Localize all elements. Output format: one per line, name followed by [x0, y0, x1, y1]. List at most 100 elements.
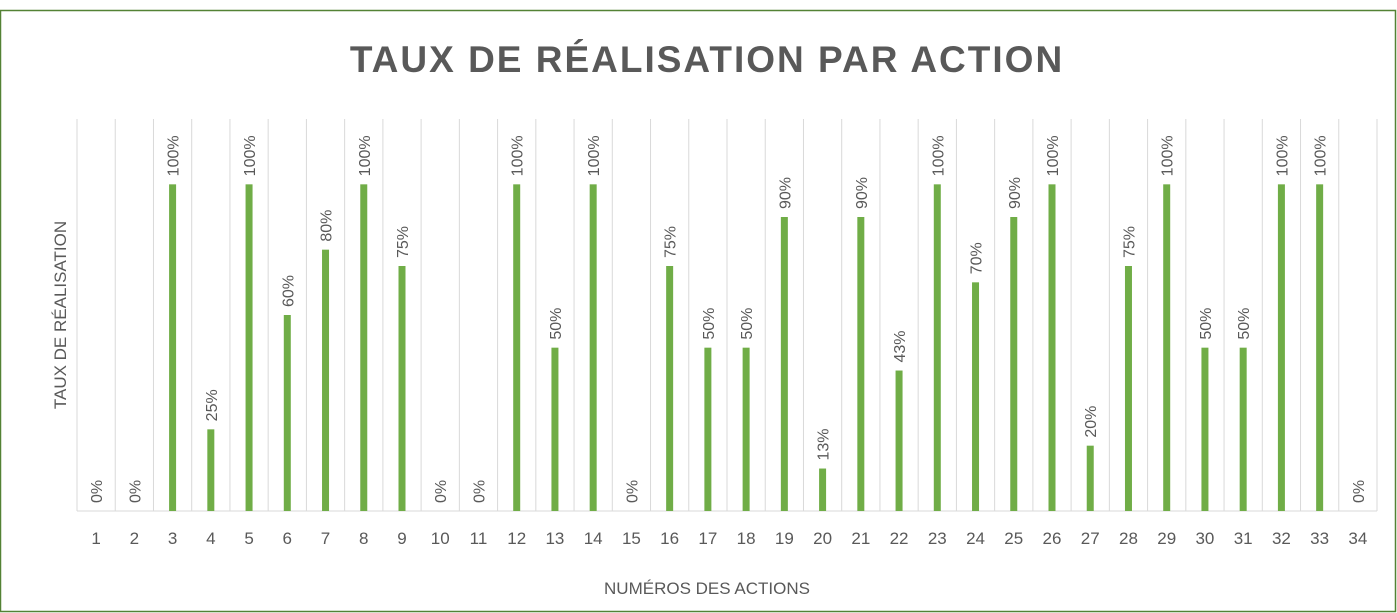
- bar: [513, 184, 521, 512]
- x-tick-label: 24: [966, 529, 985, 548]
- bar: [1201, 347, 1209, 511]
- data-label: 80%: [319, 210, 336, 242]
- data-label: 100%: [1313, 135, 1330, 176]
- data-label: 75%: [395, 226, 412, 258]
- bar: [780, 217, 788, 511]
- bar: [1124, 266, 1132, 511]
- x-tick-label: 31: [1234, 529, 1253, 548]
- chart-title: TAUX DE RÉALISATION PAR ACTION: [350, 39, 1064, 80]
- data-label: 0%: [1351, 480, 1368, 503]
- bar: [857, 217, 865, 511]
- x-tick-label: 13: [545, 529, 564, 548]
- bar: [1163, 184, 1171, 512]
- x-tick-label: 8: [359, 529, 368, 548]
- data-label: 50%: [1236, 308, 1253, 340]
- data-label: 0%: [127, 480, 144, 503]
- x-tick-label: 33: [1310, 529, 1329, 548]
- data-label: 75%: [663, 226, 680, 258]
- x-axis-label: NUMÉROS DES ACTIONS: [604, 579, 810, 598]
- bar: [169, 184, 177, 512]
- data-label: 90%: [1007, 177, 1024, 209]
- bar: [1010, 217, 1018, 511]
- bar: [933, 184, 941, 512]
- data-label: 20%: [1083, 406, 1100, 438]
- bar: [245, 184, 253, 512]
- bar: [742, 347, 750, 511]
- data-label: 60%: [280, 275, 297, 307]
- x-tick-label: 12: [507, 529, 526, 548]
- x-tick-label: 17: [698, 529, 717, 548]
- x-tick-label: 6: [283, 529, 292, 548]
- x-tick-label: 18: [737, 529, 756, 548]
- data-label: 100%: [586, 135, 603, 176]
- x-tick-label: 20: [813, 529, 832, 548]
- data-label: 100%: [1274, 135, 1291, 176]
- x-tick-label: 4: [206, 529, 215, 548]
- x-tick-label: 23: [928, 529, 947, 548]
- x-tick-label: 11: [470, 529, 488, 548]
- x-tick-label: 19: [775, 529, 794, 548]
- data-label: 90%: [777, 177, 794, 209]
- data-label: 90%: [854, 177, 871, 209]
- x-tick-label: 1: [91, 529, 100, 548]
- data-label: 70%: [969, 242, 986, 274]
- data-label: 100%: [1045, 135, 1062, 176]
- data-label: 100%: [242, 135, 259, 176]
- data-label: 50%: [1198, 308, 1215, 340]
- data-label: 75%: [1121, 226, 1138, 258]
- x-tick-label: 27: [1081, 529, 1100, 548]
- bar: [972, 282, 980, 511]
- bar: [704, 347, 712, 511]
- data-label: 100%: [1160, 135, 1177, 176]
- bar: [1277, 184, 1285, 512]
- data-label: 13%: [816, 429, 833, 461]
- x-tick-label: 26: [1043, 529, 1062, 548]
- x-tick-label: 9: [397, 529, 406, 548]
- data-label: 25%: [204, 389, 221, 421]
- x-tick-label: 14: [584, 529, 603, 548]
- x-tick-label: 32: [1272, 529, 1291, 548]
- data-label: 43%: [892, 331, 909, 363]
- data-label: 100%: [357, 135, 374, 176]
- bar: [1316, 184, 1324, 512]
- bar: [666, 266, 674, 511]
- x-tick-label: 25: [1004, 529, 1023, 548]
- bar: [1239, 347, 1247, 511]
- data-label: 100%: [510, 135, 527, 176]
- x-tick-label: 28: [1119, 529, 1138, 548]
- x-tick-label: 21: [851, 529, 870, 548]
- x-tick-label: 10: [431, 529, 450, 548]
- x-tick-label: 16: [660, 529, 679, 548]
- bar: [283, 315, 291, 511]
- bar: [207, 429, 215, 511]
- bar: [322, 249, 330, 511]
- bar: [819, 468, 827, 511]
- data-label: 0%: [471, 480, 488, 503]
- x-tick-label: 29: [1157, 529, 1176, 548]
- data-label: 100%: [930, 135, 947, 176]
- data-label: 50%: [701, 308, 718, 340]
- x-tick-label: 3: [168, 529, 177, 548]
- x-tick-label: 7: [321, 529, 330, 548]
- bar: [398, 266, 406, 511]
- bar: [895, 370, 903, 511]
- data-label: 100%: [166, 135, 183, 176]
- y-axis-label: TAUX DE RÉALISATION: [51, 221, 70, 409]
- bar: [589, 184, 597, 512]
- x-tick-label: 2: [130, 529, 139, 548]
- bar: [551, 347, 559, 511]
- data-label: 50%: [739, 308, 756, 340]
- x-tick-label: 5: [244, 529, 253, 548]
- data-label: 50%: [548, 308, 565, 340]
- x-tick-label: 22: [890, 529, 909, 548]
- x-tick-label: 30: [1195, 529, 1214, 548]
- bar: [1086, 445, 1094, 511]
- data-label: 0%: [433, 480, 450, 503]
- x-tick-label: 34: [1348, 529, 1367, 548]
- x-tick-label: 15: [622, 529, 641, 548]
- bar: [1048, 184, 1056, 512]
- data-label: 0%: [89, 480, 106, 503]
- data-label: 0%: [624, 480, 641, 503]
- bar: [360, 184, 368, 512]
